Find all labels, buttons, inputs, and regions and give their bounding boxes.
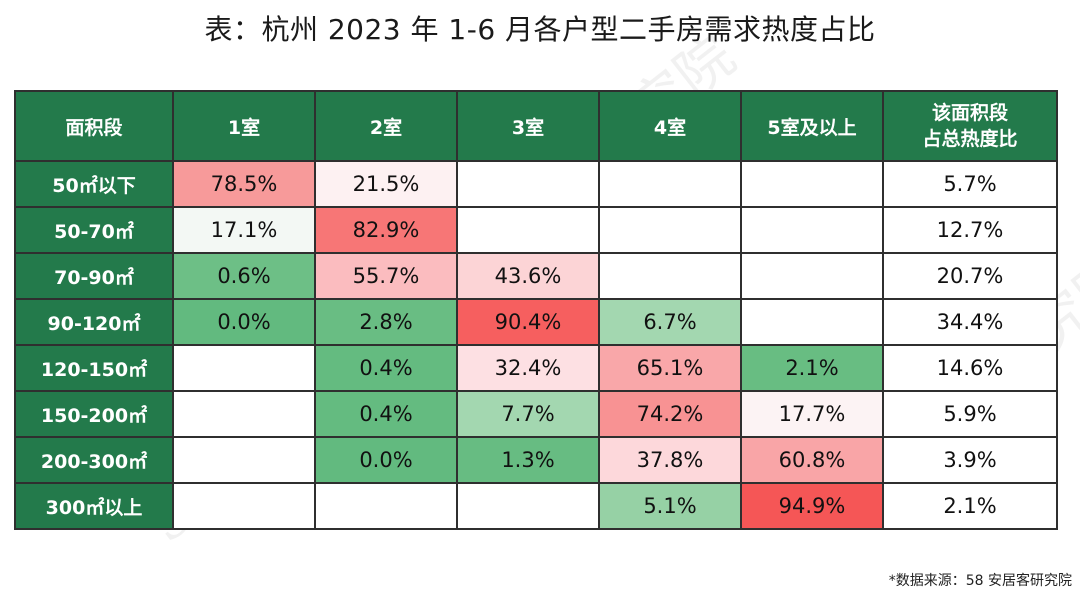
heat-cell: 21.5% <box>314 160 458 208</box>
header-2room: 2室 <box>314 90 458 162</box>
heat-cell <box>598 206 742 254</box>
heat-cell: 1.3% <box>456 436 600 484</box>
data-source: *数据来源：58 安居客研究院 <box>888 573 1072 589</box>
heat-cell <box>740 160 884 208</box>
row-label: 150-200㎡ <box>14 390 174 438</box>
heat-cell: 0.0% <box>172 298 316 346</box>
heat-cell: 55.7% <box>314 252 458 300</box>
header-3room: 3室 <box>456 90 600 162</box>
header-row: 面积段 1室 2室 3室 4室 5室及以上 该面积段 占总热度比 <box>14 90 1058 162</box>
header-area: 面积段 <box>14 90 174 162</box>
table-row: 200-300㎡ 0.0% 1.3% 37.8% 60.8% 3.9% <box>14 436 1058 484</box>
table-row: 90-120㎡ 0.0% 2.8% 90.4% 6.7% 34.4% <box>14 298 1058 346</box>
heat-cell <box>598 252 742 300</box>
page-title: 表：杭州 2023 年 1-6 月各户型二手房需求热度占比 <box>204 13 876 46</box>
heat-cell: 94.9% <box>740 482 884 530</box>
heat-table: 面积段 1室 2室 3室 4室 5室及以上 该面积段 占总热度比 50㎡以下 78.… <box>14 90 1058 530</box>
heat-cell: 0.6% <box>172 252 316 300</box>
header-5room-plus: 5室及以上 <box>740 90 884 162</box>
header-1room: 1室 <box>172 90 316 162</box>
heat-cell <box>598 160 742 208</box>
share-cell: 34.4% <box>882 298 1058 346</box>
table-row: 120-150㎡ 0.4% 32.4% 65.1% 2.1% 14.6% <box>14 344 1058 392</box>
heat-cell <box>456 482 600 530</box>
heat-cell <box>172 344 316 392</box>
heat-cell: 17.1% <box>172 206 316 254</box>
heat-cell: 7.7% <box>456 390 600 438</box>
heat-cell: 17.7% <box>740 390 884 438</box>
heat-cell <box>172 482 316 530</box>
heat-cell: 0.4% <box>314 344 458 392</box>
heat-cell: 43.6% <box>456 252 600 300</box>
heat-cell: 0.0% <box>314 436 458 484</box>
heat-cell: 6.7% <box>598 298 742 346</box>
row-label: 200-300㎡ <box>14 436 174 484</box>
table-row: 150-200㎡ 0.4% 7.7% 74.2% 17.7% 5.9% <box>14 390 1058 438</box>
heat-cell: 74.2% <box>598 390 742 438</box>
share-cell: 5.9% <box>882 390 1058 438</box>
table-row: 50㎡以下 78.5% 21.5% 5.7% <box>14 160 1058 208</box>
row-label: 120-150㎡ <box>14 344 174 392</box>
heat-cell: 5.1% <box>598 482 742 530</box>
heat-cell <box>172 390 316 438</box>
heat-cell: 2.8% <box>314 298 458 346</box>
share-cell: 20.7% <box>882 252 1058 300</box>
heat-cell <box>456 160 600 208</box>
share-cell: 14.6% <box>882 344 1058 392</box>
share-cell: 12.7% <box>882 206 1058 254</box>
share-cell: 5.7% <box>882 160 1058 208</box>
heat-cell <box>172 436 316 484</box>
heat-cell <box>456 206 600 254</box>
heat-cell: 37.8% <box>598 436 742 484</box>
heat-cell: 32.4% <box>456 344 600 392</box>
row-label: 300㎡以上 <box>14 482 174 530</box>
heat-cell: 2.1% <box>740 344 884 392</box>
table-row: 50-70㎡ 17.1% 82.9% 12.7% <box>14 206 1058 254</box>
share-cell: 3.9% <box>882 436 1058 484</box>
heat-cell: 0.4% <box>314 390 458 438</box>
row-label: 50㎡以下 <box>14 160 174 208</box>
heat-cell: 90.4% <box>456 298 600 346</box>
header-4room: 4室 <box>598 90 742 162</box>
heat-cell <box>740 298 884 346</box>
header-share: 该面积段 占总热度比 <box>882 90 1058 162</box>
heat-cell: 82.9% <box>314 206 458 254</box>
heat-cell <box>740 206 884 254</box>
heat-cell: 60.8% <box>740 436 884 484</box>
share-cell: 2.1% <box>882 482 1058 530</box>
heat-cell <box>314 482 458 530</box>
row-label: 70-90㎡ <box>14 252 174 300</box>
row-label: 90-120㎡ <box>14 298 174 346</box>
table-row: 70-90㎡ 0.6% 55.7% 43.6% 20.7% <box>14 252 1058 300</box>
heat-cell: 78.5% <box>172 160 316 208</box>
heat-cell: 65.1% <box>598 344 742 392</box>
table-row: 300㎡以上 5.1% 94.9% 2.1% <box>14 482 1058 530</box>
heat-cell <box>740 252 884 300</box>
row-label: 50-70㎡ <box>14 206 174 254</box>
